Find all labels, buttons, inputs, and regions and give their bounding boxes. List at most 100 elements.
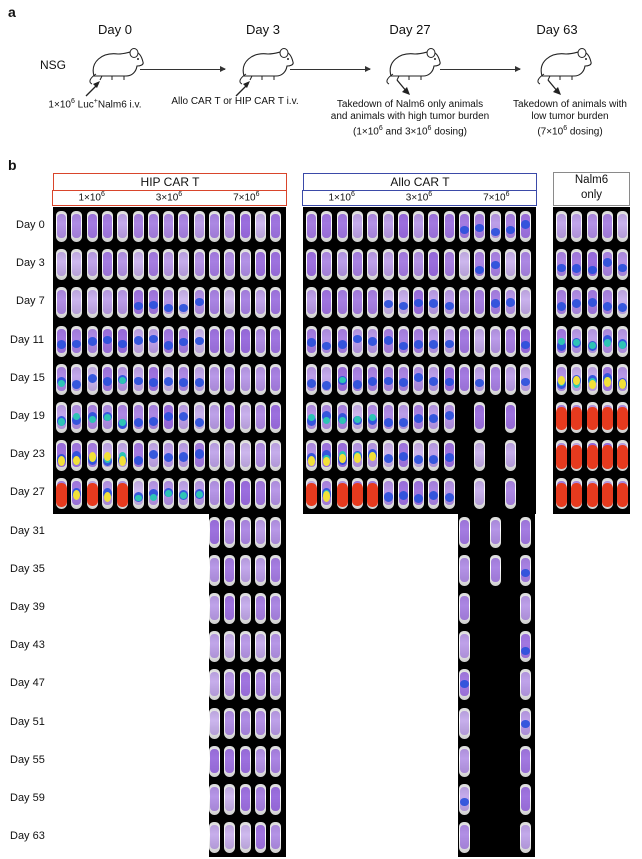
mouse-image [569,246,584,282]
mouse-image [304,705,319,741]
signal-low [460,519,469,544]
mouse-image [396,361,411,397]
mouse-body [254,516,266,548]
mouse-image [85,552,100,588]
signal-low [271,634,281,659]
mouse-image [396,552,411,588]
mouse-image [207,514,222,550]
mouse-image [131,514,146,550]
signal-low [271,366,281,391]
signal-low [240,748,250,773]
signal-mid [179,412,189,422]
mouse-image [350,666,365,702]
mouse-image [442,628,457,664]
mouse-image [268,705,283,741]
mouse-image [472,590,487,626]
mouse-image [100,399,115,435]
signal-low [225,290,235,315]
signal-mid [429,377,439,386]
signal-mid [444,377,454,387]
signal-low [460,214,469,238]
mouse-image [69,819,84,855]
signal-mid [429,299,439,308]
signal-low [398,328,408,353]
mouse-image [457,399,472,435]
mouse-body [459,707,470,739]
mouse-body [617,211,629,242]
mouse-body [520,669,532,701]
group-bracket-left [302,190,304,206]
mouse-image [335,323,350,359]
mouse-image [161,475,176,511]
mouse-image [518,743,533,779]
signal-low [602,214,612,238]
signal-low [505,443,515,468]
mouse-image [600,246,615,282]
group-bracket-left [52,190,54,206]
signal-low [164,214,174,238]
mouse-image [100,705,115,741]
signal-max [117,483,129,507]
mouse-image [319,628,334,664]
signal-high [603,339,611,347]
signal-low [587,252,597,277]
mouse-body [117,287,129,319]
mouse-image [222,208,237,244]
signal-mid [133,336,143,345]
mouse-image [192,666,207,702]
mouse-image [238,284,253,320]
mouse-image [426,475,441,511]
mouse-image [69,781,84,817]
mouse-image [146,246,161,282]
mouse-image [396,437,411,473]
mouse-image [192,284,207,320]
signal-low [460,710,469,735]
mouse-image [426,705,441,741]
mouse-image [518,323,533,359]
mouse-body [474,325,486,357]
mouse-image [304,552,319,588]
mouse-image [503,514,518,550]
signal-mid [133,302,143,311]
signal-mid [414,414,424,423]
mouse-image [554,284,569,320]
signal-low [460,328,469,353]
signal-low [225,519,235,544]
mouse-body [270,440,282,472]
mouse-image [457,628,472,664]
mouse-body [178,287,190,319]
mouse-image [161,361,176,397]
signal-low [210,405,219,429]
signal-low [271,710,281,735]
mouse-image [457,284,472,320]
signal-high [338,376,346,384]
signal-max [617,407,629,431]
mouse-image [615,323,630,359]
mouse-body [209,822,220,854]
mouse-image [442,284,457,320]
signal-higher [338,453,346,464]
signal-low [255,596,265,620]
signal-low [398,252,408,277]
signal-mid [398,302,408,311]
signal-max [86,483,98,507]
mouse-image [381,628,396,664]
signal-low [164,252,174,277]
mouse-image [381,208,396,244]
mouse-image [600,475,615,511]
signal-low [490,214,500,238]
timeline-arrow [290,66,371,72]
mouse-image [518,628,533,664]
mouse-image [146,743,161,779]
signal-low [194,252,204,277]
mouse-image [488,705,503,741]
signal-low [179,252,189,277]
mouse-body [413,211,425,242]
mouse-image [100,666,115,702]
mouse-image [518,208,533,244]
signal-low [271,787,281,811]
mouse-image [335,475,350,511]
day-label: Day 0 [16,219,45,231]
signal-low [210,443,219,468]
signal-high [119,377,127,384]
